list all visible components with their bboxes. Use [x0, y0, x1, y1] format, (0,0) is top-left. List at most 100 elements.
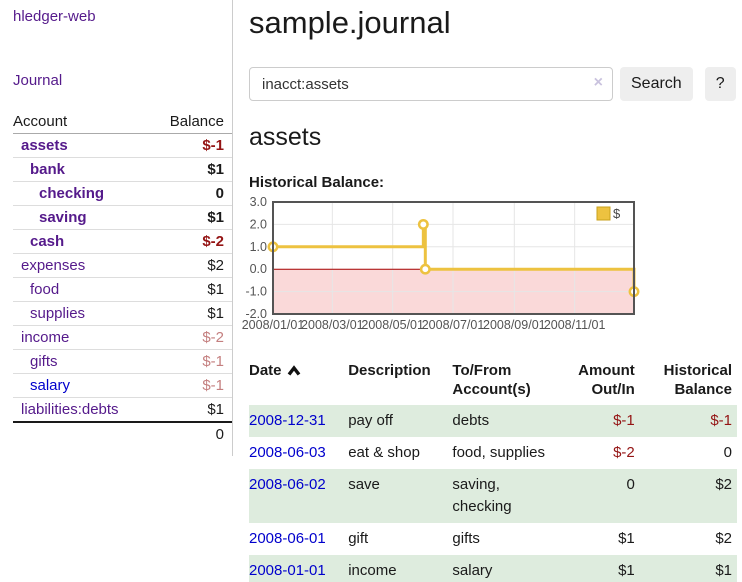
transaction-amount: $-2 — [613, 444, 635, 461]
account-balance: $2 — [207, 257, 224, 274]
transaction-amount: 0 — [626, 476, 635, 493]
account-balance: $-2 — [202, 329, 224, 346]
transaction-description: eat & shop — [348, 444, 420, 461]
account-row: salary $-1 — [13, 373, 232, 398]
svg-text:2008/07/01: 2008/07/01 — [422, 318, 485, 332]
register-header-date-label: Date — [249, 362, 282, 379]
transaction-description: pay off — [348, 412, 393, 429]
account-balance: $-2 — [202, 233, 224, 250]
accounts-header-account: Account — [13, 110, 151, 134]
page-title: sample.journal — [249, 5, 451, 40]
account-row: gifts $-1 — [13, 349, 232, 374]
register-header-description: Description — [348, 362, 431, 379]
transaction-balance: $1 — [715, 562, 732, 579]
register-header-date[interactable]: Date — [249, 357, 348, 405]
sort-ascending-icon — [287, 362, 301, 381]
accounts-total-spacer — [13, 421, 151, 446]
svg-text:-1.0: -1.0 — [245, 285, 267, 299]
app-title-link[interactable]: hledger-web — [13, 8, 96, 25]
sidebar-account-link[interactable]: cash — [30, 233, 65, 250]
transaction-date-link[interactable]: 2008-12-31 — [249, 412, 326, 429]
register-header-accounts: To/From Account(s) — [452, 362, 531, 398]
transaction-amount: $1 — [618, 530, 635, 547]
clear-search-icon[interactable]: × — [593, 74, 603, 91]
account-balance: $-1 — [202, 353, 224, 370]
sidebar-account-link[interactable]: income — [21, 329, 70, 346]
account-row: food $1 — [13, 277, 232, 302]
account-row: assets $-1 — [13, 133, 232, 158]
sidebar-account-link[interactable]: supplies — [30, 305, 86, 322]
account-balance: $1 — [207, 209, 224, 226]
historical-balance-chart: $3.0 2.0 1.0 0.0 -1.0 -2.0 2008/01/01 2008/03/0… — [242, 195, 737, 334]
accounts-table: Account Balance assets $-1 bank $1 checking 0… — [13, 110, 232, 446]
search-box: × — [249, 67, 613, 101]
transaction-description: save — [348, 476, 380, 493]
register-row: 2008-06-02 save saving, checking 0 $2 — [249, 469, 737, 523]
account-balance: $1 — [207, 161, 224, 178]
register-table: Date Description To/From Account(s) Amou… — [249, 357, 737, 582]
account-balance: $1 — [207, 305, 224, 322]
accounts-header-row: Account Balance — [13, 110, 232, 134]
transaction-amount: $1 — [618, 562, 635, 579]
transaction-accounts: salary — [452, 562, 493, 579]
search-input[interactable] — [249, 67, 613, 101]
search-help-button[interactable]: ? — [704, 67, 736, 101]
transaction-accounts: saving, checking — [452, 476, 512, 515]
sidebar-account-link[interactable]: assets — [21, 137, 68, 154]
transaction-amount: $-1 — [613, 412, 635, 429]
account-row: expenses $2 — [13, 253, 232, 278]
transaction-balance: $2 — [715, 530, 732, 547]
sidebar-account-link[interactable]: saving — [39, 209, 87, 226]
account-row: checking 0 — [13, 181, 232, 206]
accounts-header-balance: Balance — [150, 110, 232, 134]
chart-heading: Historical Balance: — [249, 174, 385, 191]
sidebar-account-link[interactable]: liabilities:debts — [21, 401, 119, 418]
accounts-total-value: 0 — [150, 421, 232, 446]
sidebar-account-link[interactable]: checking — [39, 185, 105, 202]
transaction-description: income — [348, 562, 397, 579]
sidebar-account-link[interactable]: expenses — [21, 257, 86, 274]
account-balance: $-1 — [202, 137, 224, 154]
svg-text:0.0: 0.0 — [250, 262, 267, 276]
svg-text:2008/05/01: 2008/05/01 — [361, 318, 424, 332]
sidebar-account-link[interactable]: salary — [30, 377, 71, 394]
account-heading: assets — [249, 123, 322, 151]
transaction-description: gift — [348, 530, 369, 547]
account-balance: $-1 — [202, 377, 224, 394]
search-button[interactable]: Search — [620, 67, 693, 101]
accounts-total-row: 0 — [13, 421, 232, 446]
svg-text:1.0: 1.0 — [250, 240, 267, 254]
svg-text:2008/11/01: 2008/11/01 — [544, 318, 606, 332]
register-row: 2008-06-01 gift gifts $1 $2 — [249, 523, 737, 555]
transaction-balance: $-1 — [710, 412, 732, 429]
sidebar-account-link[interactable]: food — [30, 281, 60, 298]
sidebar-account-link[interactable]: gifts — [30, 353, 58, 370]
svg-text:-2.0: -2.0 — [245, 307, 267, 321]
transaction-date-link[interactable]: 2008-01-01 — [249, 562, 326, 579]
transaction-date-link[interactable]: 2008-06-03 — [249, 444, 326, 461]
sidebar-account-link[interactable]: bank — [30, 161, 66, 178]
account-row: saving $1 — [13, 205, 232, 230]
transaction-date-link[interactable]: 2008-06-01 — [249, 530, 326, 547]
account-balance: $1 — [207, 281, 224, 298]
register-row: 2008-01-01 income salary $1 $1 — [249, 555, 737, 582]
sidebar-item-journal[interactable]: Journal — [13, 72, 63, 89]
svg-text:3.0: 3.0 — [250, 195, 267, 209]
svg-text:2.0: 2.0 — [250, 217, 267, 231]
account-row: cash $-2 — [13, 229, 232, 254]
account-balance: 0 — [215, 185, 224, 202]
chart-svg: $3.0 2.0 1.0 0.0 -1.0 -2.02008/01/012008/03/0… — [242, 195, 640, 332]
transaction-accounts: food, supplies — [452, 444, 545, 461]
register-row: 2008-12-31 pay off debts $-1 $-1 — [249, 405, 737, 437]
transaction-balance: 0 — [723, 444, 732, 461]
transaction-balance: $2 — [715, 476, 732, 493]
account-row: bank $1 — [13, 157, 232, 182]
sidebar: hledger-web Journal Account Balance asse… — [0, 0, 233, 456]
search-form: × Search ? — [249, 67, 737, 101]
transaction-accounts: debts — [452, 412, 490, 429]
account-row: supplies $1 — [13, 301, 232, 326]
main-content: sample.journal × Search ? assets Histori… — [233, 0, 742, 582]
transaction-date-link[interactable]: 2008-06-02 — [249, 476, 326, 493]
svg-text:2008/09/01: 2008/09/01 — [483, 318, 546, 332]
